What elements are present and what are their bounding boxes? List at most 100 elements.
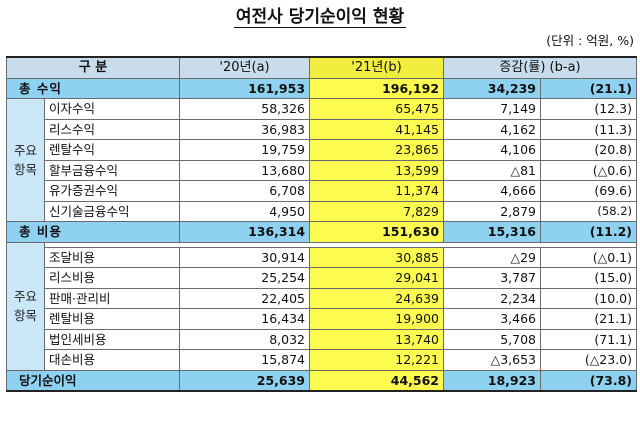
income-table: 구 분 '20년(a) '21년(b) 증감(률) (b-a) 총 수익 161… — [5, 56, 638, 392]
value-rate: (20.8) — [540, 139, 638, 161]
group-label-expense: 주요 항목 — [6, 241, 45, 371]
value-2021: 7,829 — [309, 200, 445, 222]
header-category: 구 분 — [5, 56, 181, 79]
value-rate: (△23.0) — [540, 349, 638, 371]
spacer — [43, 242, 638, 247]
table-row: 조달비용 30,914 30,885 △29 (△0.1) — [7, 246, 638, 268]
table-row: 유가증권수익 6,708 11,374 4,666 (69.6) — [7, 180, 638, 202]
row-label: 리스비용 — [43, 267, 181, 289]
value-diff: 2,234 — [443, 287, 542, 309]
table-row: 신기술금융수익 4,950 7,829 2,879 (58.2) — [7, 200, 638, 222]
value-rate: (21.1) — [540, 77, 638, 99]
row-label: 대손비용 — [43, 349, 181, 371]
value-rate: (58.2) — [540, 200, 638, 222]
value-2020: 58,326 — [179, 98, 311, 120]
value-diff: △3,653 — [443, 349, 542, 371]
row-label: 판매·관리비 — [43, 287, 181, 309]
value-2020: 22,405 — [179, 287, 311, 309]
row-label: 할부금융수익 — [43, 159, 181, 181]
table-row: 렌탈비용 16,434 19,900 3,466 (21.1) — [7, 308, 638, 330]
row-label: 총 수익 — [5, 77, 181, 99]
value-2021: 44,562 — [309, 369, 445, 392]
value-2020: 36,983 — [179, 118, 311, 140]
value-rate: (73.8) — [540, 369, 638, 392]
value-rate: (69.6) — [540, 180, 638, 202]
value-2020: 161,953 — [179, 77, 311, 99]
table-row: 판매·관리비 22,405 24,639 2,234 (10.0) — [7, 287, 638, 309]
expense-total-row: 총 비용 136,314 151,630 15,316 (11.2) — [5, 221, 638, 243]
row-label: 조달비용 — [43, 246, 181, 268]
value-2021: 30,885 — [309, 246, 445, 268]
table-row: 법인세비용 8,032 13,740 5,708 (71.1) — [7, 328, 638, 350]
header-row: 구 분 '20년(a) '21년(b) 증감(률) (b-a) — [5, 56, 638, 79]
value-2021: 13,599 — [309, 159, 445, 181]
row-label: 리스수익 — [43, 118, 181, 140]
value-diff: 3,466 — [443, 308, 542, 330]
value-2020: 136,314 — [179, 221, 311, 243]
value-diff: △81 — [443, 159, 542, 181]
value-diff: 34,239 — [443, 77, 542, 99]
value-diff: 7,149 — [443, 98, 542, 120]
net-income-row: 당기순이익 25,639 44,562 18,923 (73.8) — [5, 369, 638, 392]
value-rate: (71.1) — [540, 328, 638, 350]
value-2021: 151,630 — [309, 221, 445, 243]
value-2021: 29,041 — [309, 267, 445, 289]
value-2021: 19,900 — [309, 308, 445, 330]
value-diff: 4,666 — [443, 180, 542, 202]
header-2021: '21년(b) — [309, 56, 445, 79]
table-row: 주요 항목 — [6, 241, 638, 371]
table-row: 리스수익 36,983 41,145 4,162 (11.3) — [7, 118, 638, 140]
value-rate: (△0.6) — [540, 159, 638, 181]
value-2020: 25,639 — [179, 369, 311, 392]
row-label: 신기술금융수익 — [43, 200, 181, 222]
group-label-text: 주요 항목 — [13, 289, 37, 323]
value-2020: 30,914 — [179, 246, 311, 268]
value-diff: 3,787 — [443, 267, 542, 289]
value-2021: 11,374 — [309, 180, 445, 202]
value-2020: 6,708 — [179, 180, 311, 202]
row-label: 유가증권수익 — [43, 180, 181, 202]
row-label: 렌탈비용 — [43, 308, 181, 330]
row-label: 당기순이익 — [5, 369, 181, 392]
group-label-text: 주요 항목 — [13, 143, 37, 177]
value-rate: (11.2) — [540, 221, 638, 243]
unit-note: (단위 : 억원, %) — [546, 33, 634, 48]
value-2020: 4,950 — [179, 200, 311, 222]
table-row: 렌탈수익 19,759 23,865 4,106 (20.8) — [7, 139, 638, 161]
value-2020: 25,254 — [179, 267, 311, 289]
table-row: 할부금융수익 13,680 13,599 △81 (△0.6) — [7, 159, 638, 181]
table-row: 리스비용 25,254 29,041 3,787 (15.0) — [7, 267, 638, 289]
row-label: 총 비용 — [5, 221, 181, 243]
value-2020: 19,759 — [179, 139, 311, 161]
header-2020: '20년(a) — [179, 56, 311, 79]
value-2020: 8,032 — [179, 328, 311, 350]
group-label-revenue: 주요 항목 — [6, 98, 45, 222]
value-diff: 15,316 — [443, 221, 542, 243]
table-title: 여전사 당기순이익 현황 — [233, 7, 407, 28]
value-rate: (10.0) — [540, 287, 638, 309]
value-2021: 12,221 — [309, 349, 445, 371]
value-diff: 4,106 — [443, 139, 542, 161]
value-diff: 4,162 — [443, 118, 542, 140]
value-rate: (21.1) — [540, 308, 638, 330]
value-diff: 5,708 — [443, 328, 542, 350]
value-2020: 15,874 — [179, 349, 311, 371]
table-row: 주요 항목 이자수익 58,326 65,475 7,149 (12.3) — [6, 98, 638, 222]
value-2021: 24,639 — [309, 287, 445, 309]
value-diff: 18,923 — [443, 369, 542, 392]
row-label: 렌탈수익 — [43, 139, 181, 161]
value-rate: (11.3) — [540, 118, 638, 140]
value-2021: 23,865 — [309, 139, 445, 161]
header-change: 증감(률) (b-a) — [443, 56, 638, 79]
value-rate: (△0.1) — [540, 246, 638, 268]
table-row: 대손비용 15,874 12,221 △3,653 (△23.0) — [7, 349, 638, 371]
row-label: 이자수익 — [43, 98, 181, 120]
value-2020: 16,434 — [179, 308, 311, 330]
value-rate: (15.0) — [540, 267, 638, 289]
value-2021: 196,192 — [309, 77, 445, 99]
value-2021: 65,475 — [309, 98, 445, 120]
value-2021: 41,145 — [309, 118, 445, 140]
value-diff: 2,879 — [443, 200, 542, 222]
value-2020: 13,680 — [179, 159, 311, 181]
value-diff: △29 — [443, 246, 542, 268]
